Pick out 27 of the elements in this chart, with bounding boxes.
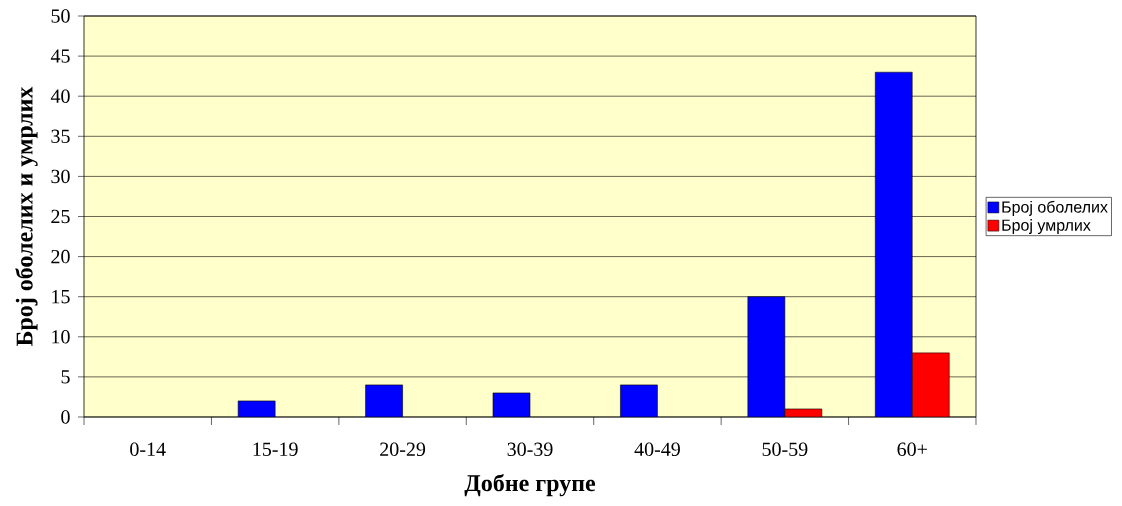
y-tick-label: 45 xyxy=(50,49,70,63)
y-tick-label: 35 xyxy=(51,129,70,144)
bar xyxy=(620,384,658,417)
x-tick-label: 50-59 xyxy=(762,442,808,457)
y-tick-label: 40 xyxy=(50,89,70,103)
legend-label: Број умрлих xyxy=(1002,219,1091,234)
y-tick-label: 0 xyxy=(61,410,70,424)
x-tick-label: 20-29 xyxy=(380,442,426,457)
x-tick-label: 30-39 xyxy=(507,442,553,457)
legend-label: Број оболелих xyxy=(1002,200,1108,216)
bar xyxy=(874,71,913,417)
x-tick-label: 40-49 xyxy=(634,442,680,457)
y-tick-label: 15 xyxy=(52,289,70,304)
y-axis-title: Број оболелих и умрлих xyxy=(15,86,38,347)
y-tick-label: 50 xyxy=(51,9,70,23)
bar xyxy=(747,296,786,417)
bar xyxy=(911,352,950,417)
x-axis-title: Добне групе xyxy=(464,473,596,497)
y-tick-label: 25 xyxy=(51,209,70,224)
x-tick-label: 0-14 xyxy=(130,442,166,457)
y-tick-label: 5 xyxy=(61,370,70,384)
bar xyxy=(365,384,403,417)
y-tick-label: 20 xyxy=(51,249,70,264)
x-tick-label: 15-19 xyxy=(253,442,298,456)
y-tick-label: 30 xyxy=(51,169,70,184)
x-tick-label: 60+ xyxy=(897,442,927,457)
y-tick-label: 10 xyxy=(52,330,70,344)
